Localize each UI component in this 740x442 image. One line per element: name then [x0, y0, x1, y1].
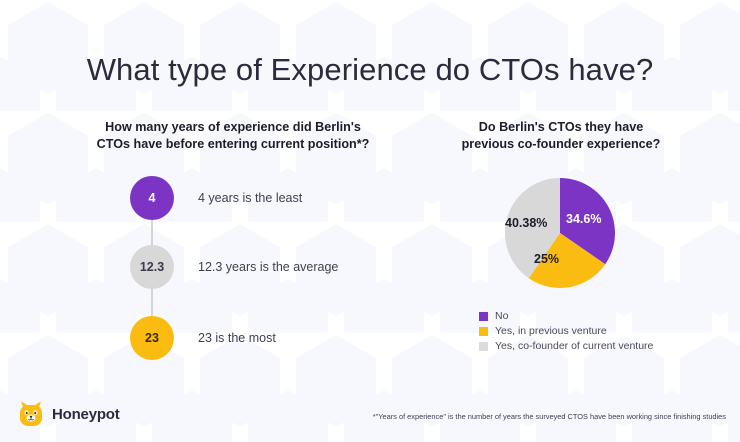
- honeypot-logo-text: Honeypot: [52, 405, 120, 423]
- footnote-text: *"Years of experience" is the number of …: [372, 412, 726, 421]
- legend-item-label: No: [495, 310, 509, 322]
- stat-bubble-value: 12.3: [139, 260, 165, 274]
- stat-bubble-most: 23: [130, 316, 174, 360]
- pie-slice-label-no: 34.6%: [566, 212, 602, 226]
- pie-slice-group: [505, 178, 615, 288]
- stat-description: 4 years is the least: [198, 191, 303, 205]
- legend-item-label: Yes, co-founder of current venture: [495, 340, 654, 352]
- stat-row: 23 23 is the most: [130, 316, 276, 360]
- stat-row: 12.3 12.3 years is the average: [130, 245, 338, 289]
- legend-swatch-icon: [479, 341, 488, 351]
- stat-description: 23 is the most: [198, 331, 276, 345]
- pie-chart-legend: No Yes, in previous venture Yes, co-foun…: [479, 310, 653, 355]
- legend-item-current-venture: Yes, co-founder of current venture: [479, 340, 653, 352]
- right-subtitle-line-2: previous co-founder experience?: [461, 137, 661, 151]
- experience-years-stat-list: 4 4 years is the least 12.3 12.3 years i…: [130, 176, 338, 360]
- stat-description: 12.3 years is the average: [198, 260, 339, 274]
- pie-slice-label-current: 40.38%: [505, 216, 548, 230]
- right-section-subtitle: Do Berlin's CTOs they have previous co-f…: [425, 119, 697, 153]
- pie-slice-label-previous: 25%: [534, 252, 560, 266]
- legend-swatch-icon: [479, 326, 488, 336]
- stat-bubble-least: 4: [130, 176, 174, 220]
- legend-item-label: Yes, in previous venture: [495, 325, 607, 337]
- legend-swatch-icon: [479, 311, 488, 321]
- cofounder-experience-pie-chart: [505, 178, 615, 288]
- honeypot-logo: Honeypot: [18, 400, 120, 428]
- right-subtitle-line-1: Do Berlin's CTOs they have: [478, 120, 644, 134]
- stat-bubble-average: 12.3: [130, 245, 174, 289]
- legend-item-no: No: [479, 310, 653, 322]
- honeypot-bear-icon: [20, 401, 42, 426]
- stat-row: 4 4 years is the least: [130, 176, 302, 220]
- stat-bubble-value: 4: [148, 191, 156, 205]
- stat-bubble-value: 23: [145, 331, 159, 345]
- legend-item-previous-venture: Yes, in previous venture: [479, 325, 653, 337]
